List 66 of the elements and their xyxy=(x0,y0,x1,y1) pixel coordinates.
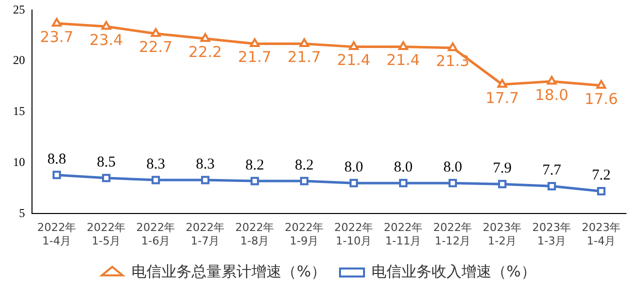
point xyxy=(597,187,606,196)
point xyxy=(52,18,62,27)
point xyxy=(250,38,260,48)
point xyxy=(102,174,110,182)
point xyxy=(101,20,112,30)
x-tick-label: 2023年 1-3月 xyxy=(532,221,572,248)
point xyxy=(399,178,408,188)
point xyxy=(596,80,606,89)
data-label: 21.4 xyxy=(337,51,370,70)
data-label: 22.7 xyxy=(139,38,172,56)
x-tick-label: 2022年 1-12月 xyxy=(433,221,472,248)
point xyxy=(300,176,308,186)
point xyxy=(201,176,210,184)
data-label: 8.2 xyxy=(245,157,264,174)
point xyxy=(448,178,457,188)
data-label: 21.7 xyxy=(288,48,321,66)
point xyxy=(150,28,161,37)
legend-label: 电信业务总量累计增速（%） xyxy=(132,262,326,280)
point xyxy=(498,180,506,188)
data-label: 8.0 xyxy=(344,160,364,176)
x-tick-label: 2022年 1-7月 xyxy=(186,221,225,248)
x-tick-label: 2022年 1-5月 xyxy=(86,221,126,248)
data-label: 22.2 xyxy=(188,43,222,62)
x-tick-label: 2022年 1-9月 xyxy=(284,221,324,248)
data-label: 8.0 xyxy=(394,160,413,176)
x-tick-label: 2023年 1-4月 xyxy=(582,221,621,248)
point xyxy=(250,176,259,186)
y-tick-label: 20 xyxy=(13,53,25,68)
data-label: 8.5 xyxy=(96,154,116,170)
x-tick-label: 2022年 1-4月 xyxy=(37,221,76,248)
point xyxy=(152,176,160,184)
data-label: 8.2 xyxy=(294,157,314,174)
x-tick-label: 2022年 1-8月 xyxy=(235,221,274,248)
data-label: 18.0 xyxy=(535,86,568,104)
point xyxy=(52,170,61,180)
point xyxy=(348,41,359,50)
y-tick-label: 10 xyxy=(13,154,25,169)
data-label: 8.8 xyxy=(47,151,66,168)
data-label: 8.3 xyxy=(196,156,215,172)
point xyxy=(448,42,458,52)
y-tick-label: 5 xyxy=(19,206,25,220)
point xyxy=(548,182,556,190)
point xyxy=(398,41,408,50)
legend-label: 电信业务收入增速（%） xyxy=(372,262,536,280)
x-tick-label: 2022年 1-10月 xyxy=(334,221,374,248)
point xyxy=(497,78,508,88)
point xyxy=(350,178,358,188)
point xyxy=(546,76,557,85)
point xyxy=(299,38,310,48)
data-label: 23.4 xyxy=(90,30,123,49)
data-label: 17.7 xyxy=(486,88,519,107)
data-label: 8.3 xyxy=(146,156,166,172)
data-label: 7.7 xyxy=(542,162,562,179)
data-label: 21.4 xyxy=(386,51,420,70)
x-tick-label: 2022年 1-6月 xyxy=(136,221,176,248)
y-tick-label: 15 xyxy=(13,104,25,118)
data-label: 21.7 xyxy=(238,48,272,66)
data-label: 7.9 xyxy=(492,160,512,177)
data-label: 8.0 xyxy=(443,160,462,176)
data-label: 7.2 xyxy=(592,168,611,184)
x-tick-label: 2022年 1-11月 xyxy=(384,221,423,248)
x-tick-label: 2023年 1-2月 xyxy=(482,221,522,248)
data-label: 23.7 xyxy=(40,28,74,46)
data-label: 17.6 xyxy=(584,90,618,108)
y-tick-label: 25 xyxy=(13,2,25,16)
point xyxy=(200,33,210,42)
